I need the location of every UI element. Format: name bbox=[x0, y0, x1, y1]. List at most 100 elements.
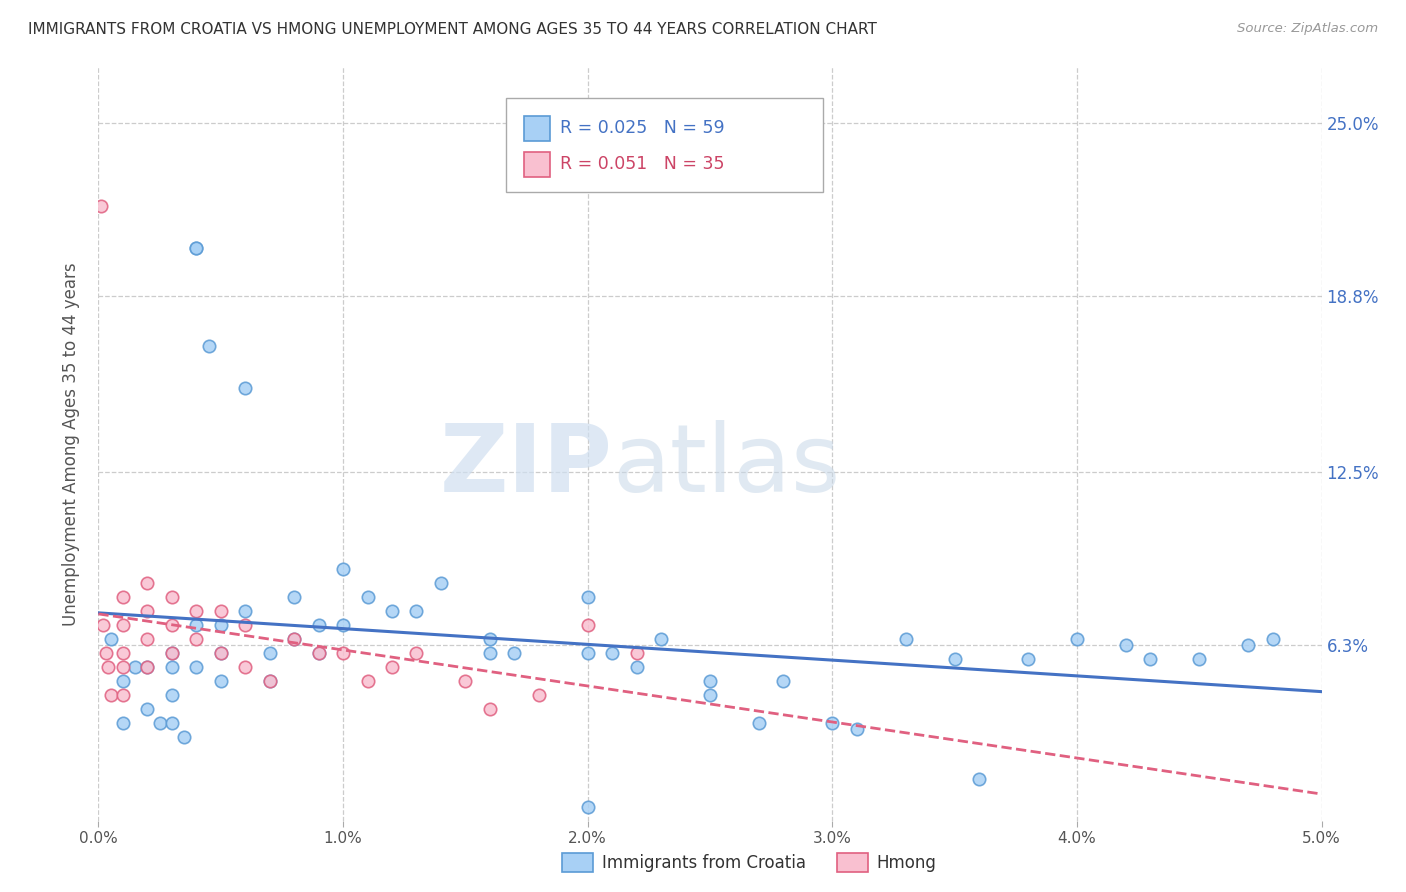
Point bbox=[283, 632, 305, 647]
Point bbox=[160, 618, 183, 632]
Point bbox=[259, 674, 281, 689]
Point bbox=[186, 660, 208, 674]
Point bbox=[332, 562, 354, 576]
Point bbox=[160, 660, 183, 674]
Point bbox=[356, 591, 378, 605]
Point bbox=[197, 339, 219, 353]
Point bbox=[308, 646, 330, 660]
Point bbox=[233, 381, 256, 395]
Point bbox=[772, 674, 794, 689]
Point bbox=[1139, 651, 1161, 665]
Point bbox=[136, 660, 159, 674]
Point bbox=[173, 730, 195, 744]
Point bbox=[381, 604, 404, 618]
Point bbox=[94, 646, 117, 660]
Point bbox=[576, 799, 599, 814]
Point bbox=[1188, 651, 1211, 665]
Point bbox=[308, 618, 330, 632]
Text: ZIP: ZIP bbox=[439, 420, 612, 512]
Point bbox=[136, 632, 159, 647]
Point bbox=[233, 604, 256, 618]
Point bbox=[430, 576, 453, 591]
Point bbox=[894, 632, 917, 647]
Point bbox=[748, 715, 770, 730]
Point bbox=[1237, 638, 1260, 652]
Point bbox=[626, 660, 648, 674]
Point bbox=[576, 591, 599, 605]
Point bbox=[97, 660, 120, 674]
Point bbox=[124, 660, 146, 674]
Point bbox=[111, 688, 134, 702]
Point bbox=[209, 674, 232, 689]
Point bbox=[186, 604, 208, 618]
Point bbox=[90, 199, 112, 213]
Point bbox=[967, 772, 990, 786]
Point bbox=[111, 715, 134, 730]
Point bbox=[576, 618, 599, 632]
Text: IMMIGRANTS FROM CROATIA VS HMONG UNEMPLOYMENT AMONG AGES 35 TO 44 YEARS CORRELAT: IMMIGRANTS FROM CROATIA VS HMONG UNEMPLO… bbox=[28, 22, 877, 37]
Point bbox=[209, 646, 232, 660]
Point bbox=[527, 688, 550, 702]
Point bbox=[111, 618, 134, 632]
Point bbox=[186, 632, 208, 647]
Point bbox=[1261, 632, 1284, 647]
Point bbox=[91, 618, 114, 632]
Point bbox=[283, 591, 305, 605]
Point bbox=[111, 646, 134, 660]
Point bbox=[160, 646, 183, 660]
Text: atlas: atlas bbox=[612, 420, 841, 512]
Point bbox=[209, 646, 232, 660]
Point bbox=[160, 688, 183, 702]
Point bbox=[650, 632, 672, 647]
Point bbox=[136, 604, 159, 618]
Point bbox=[111, 660, 134, 674]
Point bbox=[454, 674, 477, 689]
Point bbox=[111, 674, 134, 689]
Point bbox=[478, 646, 501, 660]
Point bbox=[259, 674, 281, 689]
Point bbox=[576, 646, 599, 660]
Point bbox=[699, 674, 721, 689]
Point bbox=[136, 576, 159, 591]
Text: Hmong: Hmong bbox=[876, 854, 936, 871]
Text: Source: ZipAtlas.com: Source: ZipAtlas.com bbox=[1237, 22, 1378, 36]
Point bbox=[186, 241, 208, 255]
Point bbox=[503, 646, 526, 660]
Point bbox=[1115, 638, 1137, 652]
Point bbox=[405, 646, 427, 660]
Point bbox=[100, 632, 122, 647]
Point bbox=[699, 688, 721, 702]
Point bbox=[186, 241, 208, 255]
Point bbox=[136, 702, 159, 716]
Point bbox=[186, 618, 208, 632]
Y-axis label: Unemployment Among Ages 35 to 44 years: Unemployment Among Ages 35 to 44 years bbox=[62, 262, 80, 625]
Point bbox=[943, 651, 966, 665]
Point bbox=[478, 632, 501, 647]
Point bbox=[209, 604, 232, 618]
Point bbox=[233, 660, 256, 674]
Text: Immigrants from Croatia: Immigrants from Croatia bbox=[602, 854, 806, 871]
Point bbox=[259, 646, 281, 660]
Point bbox=[1017, 651, 1039, 665]
Point bbox=[600, 646, 623, 660]
Point bbox=[821, 715, 844, 730]
Point bbox=[283, 632, 305, 647]
Point bbox=[160, 591, 183, 605]
Point bbox=[136, 660, 159, 674]
Point bbox=[233, 618, 256, 632]
Point bbox=[1066, 632, 1088, 647]
Point bbox=[160, 646, 183, 660]
Text: R = 0.025   N = 59: R = 0.025 N = 59 bbox=[560, 120, 724, 137]
Point bbox=[149, 715, 172, 730]
Point bbox=[356, 674, 378, 689]
Point bbox=[626, 646, 648, 660]
Point bbox=[332, 646, 354, 660]
Point bbox=[209, 618, 232, 632]
Point bbox=[405, 604, 427, 618]
Point bbox=[111, 591, 134, 605]
Point bbox=[478, 702, 501, 716]
Point bbox=[160, 715, 183, 730]
Text: R = 0.051   N = 35: R = 0.051 N = 35 bbox=[560, 155, 724, 173]
Point bbox=[381, 660, 404, 674]
Point bbox=[308, 646, 330, 660]
